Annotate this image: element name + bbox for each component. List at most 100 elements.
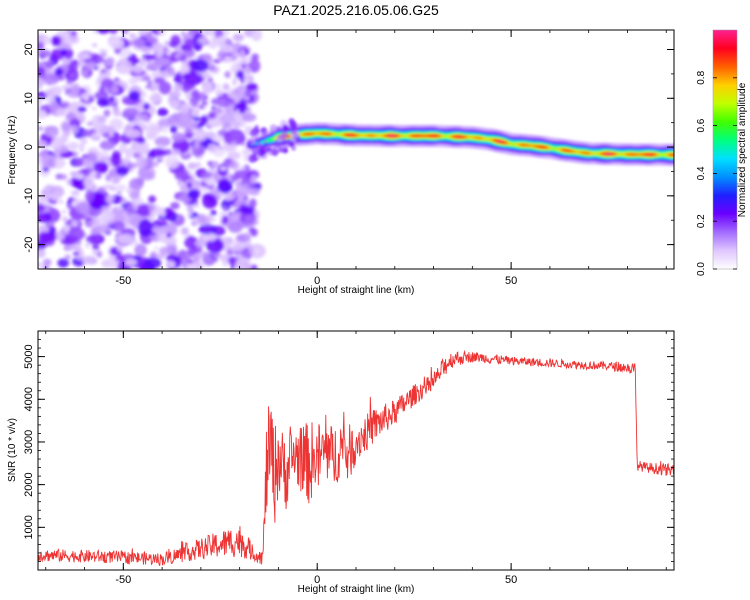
noise-blob <box>38 49 51 58</box>
noise-blob <box>69 119 80 125</box>
noise-blob <box>38 84 43 90</box>
ridge-fleck <box>282 124 288 130</box>
snr-axes: -50 0 50 1000 2000 3000 4000 5000 <box>23 330 674 586</box>
noise-blob <box>229 143 237 151</box>
noise-blob <box>184 131 194 139</box>
noise-blob <box>141 75 151 82</box>
noise-blob <box>59 134 66 138</box>
noise-blob <box>171 132 187 143</box>
noise-blob <box>207 143 218 154</box>
ridge-fleck <box>248 154 257 163</box>
noise-blob <box>187 182 192 189</box>
noise-blob <box>148 195 157 204</box>
noise-blob <box>154 136 171 147</box>
noise-blob <box>197 37 208 44</box>
noise-blob <box>103 131 111 139</box>
noise-blob <box>251 30 263 42</box>
noise-blob <box>156 253 166 259</box>
noise-blob <box>116 244 123 252</box>
noise-blob <box>171 149 181 156</box>
noise-blob <box>157 214 169 221</box>
noise-blob <box>201 100 208 106</box>
noise-blob <box>116 166 129 176</box>
noise-blob <box>61 216 69 223</box>
noise-blob <box>149 148 167 158</box>
noise-blob <box>193 128 207 142</box>
noise-blob <box>83 96 90 102</box>
noise-blob <box>174 53 181 59</box>
noise-blob <box>117 174 124 179</box>
noise-blob <box>250 264 258 269</box>
noise-blob <box>132 203 139 208</box>
noise-blob <box>116 64 128 75</box>
noise-blob <box>39 105 49 111</box>
ridge-fleck <box>250 128 259 137</box>
noise-blob <box>214 30 223 36</box>
noise-blob <box>239 48 246 59</box>
noise-blob <box>40 152 50 164</box>
noise-blob <box>77 62 86 68</box>
noise-blob <box>237 196 244 200</box>
noise-blob <box>188 235 194 241</box>
noise-blob <box>85 190 94 203</box>
noise-blob <box>43 259 51 265</box>
noise-blob <box>200 115 208 126</box>
ridge-signal <box>244 118 674 166</box>
noise-blob <box>38 41 45 50</box>
noise-blob <box>108 37 125 50</box>
y-tick-label: 3000 <box>23 430 35 454</box>
noise-blob <box>222 83 230 91</box>
colorbar-tick-label: 0.6 <box>696 118 707 132</box>
noise-blob <box>145 85 152 89</box>
noise-blob <box>224 72 230 78</box>
noise-blob <box>216 52 224 59</box>
noise-blob <box>132 152 142 159</box>
ridge-fleck <box>280 130 288 139</box>
noise-blob <box>189 97 199 107</box>
noise-blob <box>157 108 169 117</box>
noise-blob <box>82 129 95 137</box>
noise-blob <box>168 40 179 48</box>
noise-blob <box>165 222 178 237</box>
noise-blob <box>102 220 108 225</box>
noise-blob <box>242 56 248 65</box>
ridge-fleck <box>249 140 255 146</box>
noise-blob <box>180 227 189 236</box>
spectrogram-x-axis-label: Height of straight line (km) <box>298 285 415 296</box>
noise-blob <box>129 178 144 190</box>
noise-blob <box>80 69 89 77</box>
noise-blob <box>67 91 80 99</box>
noise-blob <box>116 233 134 244</box>
noise-blob <box>95 63 103 68</box>
noise-blob <box>96 224 112 234</box>
noise-blob <box>52 191 62 200</box>
noise-blob <box>235 233 251 243</box>
noise-blob <box>116 184 127 192</box>
noise-blob <box>212 161 220 168</box>
snr-series-line <box>38 349 674 567</box>
noise-blob <box>128 90 141 101</box>
noise-blob <box>91 132 99 139</box>
noise-blob <box>92 251 97 256</box>
noise-blob <box>173 72 183 84</box>
noise-blob <box>38 101 42 106</box>
noise-blob <box>240 184 249 190</box>
noise-blob <box>191 145 204 157</box>
noise-blob <box>217 35 227 44</box>
noise-blob <box>183 102 192 107</box>
noise-blob <box>186 204 194 213</box>
noise-blob <box>182 49 196 58</box>
noise-blob <box>154 245 159 251</box>
noise-blob <box>131 64 144 74</box>
noise-blob <box>175 170 187 179</box>
x-tick-label: -50 <box>115 275 131 287</box>
noise-blob <box>208 111 217 120</box>
noise-blob <box>65 112 76 121</box>
ridge-fleck <box>293 133 299 139</box>
noise-blob <box>96 30 111 34</box>
noise-blob <box>207 233 217 242</box>
y-tick-label: 2000 <box>23 472 35 496</box>
noise-blob <box>192 256 201 262</box>
noise-blob <box>96 250 103 258</box>
noise-blob <box>100 156 108 163</box>
